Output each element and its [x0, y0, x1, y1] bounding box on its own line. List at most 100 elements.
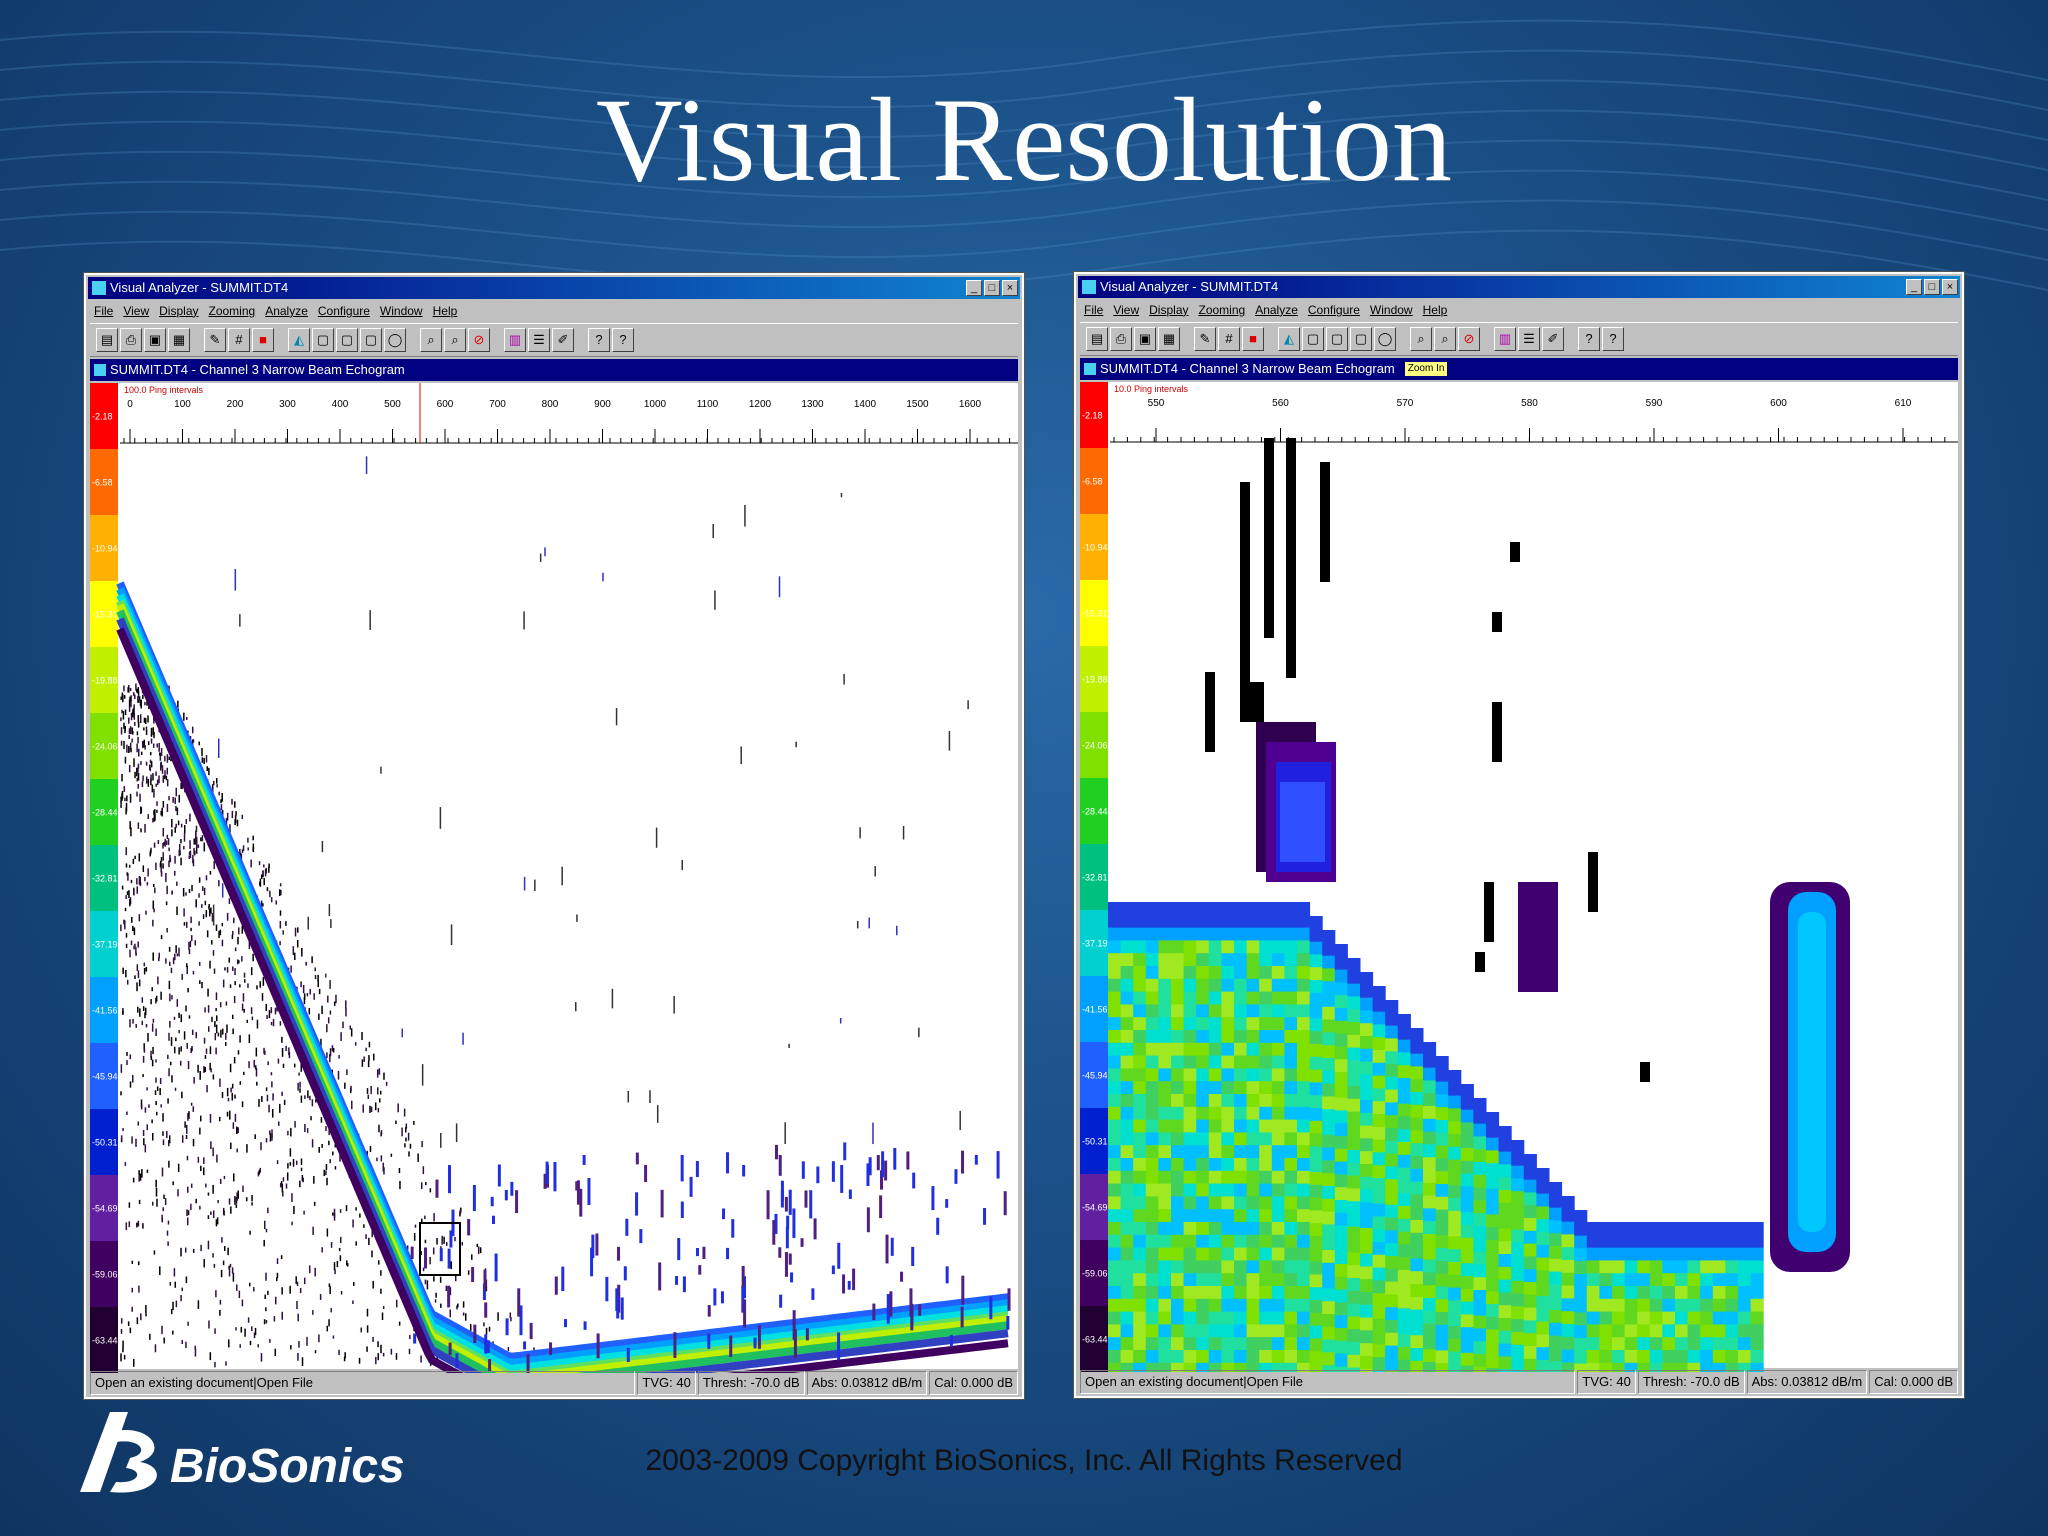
calc-icon[interactable]: ▦: [1158, 327, 1180, 351]
menu-view[interactable]: View: [1113, 303, 1140, 317]
calc-icon[interactable]: ▦: [168, 328, 190, 352]
edit-icon[interactable]: ✎: [204, 328, 226, 352]
window-titlebar[interactable]: Visual Analyzer - SUMMIT.DT4 _ □ ×: [1078, 276, 1960, 298]
menu-analyze[interactable]: Analyze: [265, 304, 308, 318]
seabed-cell: [1397, 1244, 1411, 1258]
palette-icon[interactable]: ▥: [504, 328, 526, 352]
menu-zooming[interactable]: Zooming: [208, 304, 256, 318]
scatter-echo: [320, 1038, 322, 1047]
close-button[interactable]: ×: [1002, 280, 1018, 296]
open-icon[interactable]: ▤: [1086, 327, 1108, 351]
chart-icon[interactable]: ◭: [1278, 327, 1300, 351]
menu-window[interactable]: Window: [379, 304, 423, 318]
echogram-titlebar[interactable]: SUMMIT.DT4 - Channel 3 Narrow Beam Echog…: [90, 359, 1018, 381]
analyzer-window-zoomed[interactable]: Visual Analyzer - SUMMIT.DT4 _ □ × File …: [1074, 272, 1964, 1398]
menu-file[interactable]: File: [94, 304, 114, 318]
seabed-cell: [1158, 1209, 1172, 1223]
grid-icon[interactable]: #: [1218, 327, 1240, 351]
scatter-echo: [136, 791, 138, 797]
blank2-icon[interactable]: ▢: [336, 328, 358, 352]
print-icon[interactable]: ⎙: [1110, 327, 1132, 351]
scatter-echo: [262, 903, 264, 907]
echogram-area[interactable]: -2.18 -6.58 -10.94 -15.31 -19.88 -24.06 -28.44…: [90, 383, 1018, 1373]
context-help-icon[interactable]: ?: [1602, 327, 1624, 351]
menu-help[interactable]: Help: [1422, 303, 1448, 317]
maximize-button[interactable]: □: [1924, 279, 1940, 295]
open-icon[interactable]: ▤: [96, 328, 118, 352]
scatter-echo: [151, 1023, 154, 1032]
stop-icon[interactable]: ⊘: [1458, 327, 1480, 351]
seabed-cell: [1334, 1046, 1348, 1060]
fish-echo: [635, 1152, 639, 1165]
scatter-echo: [165, 958, 167, 964]
context-help-icon[interactable]: ?: [612, 328, 634, 352]
fish-echo: [698, 1265, 702, 1275]
blank4-icon[interactable]: ◯: [1374, 327, 1396, 351]
list-icon[interactable]: ☰: [528, 328, 550, 352]
save-icon[interactable]: ▣: [1134, 327, 1156, 351]
seabed-cell: [1297, 1004, 1311, 1018]
zoom-out-icon[interactable]: ⌕: [444, 328, 466, 352]
water-echo: [306, 1128, 309, 1134]
close-button[interactable]: ×: [1942, 279, 1958, 295]
save-icon[interactable]: ▣: [144, 328, 166, 352]
menu-zooming[interactable]: Zooming: [1198, 303, 1246, 317]
analyzer-window-overview[interactable]: Visual Analyzer - SUMMIT.DT4 _ □ × File …: [84, 273, 1024, 1399]
seabed-cell: [1120, 1119, 1134, 1133]
draw-icon[interactable]: ✐: [1542, 327, 1564, 351]
menu-file[interactable]: File: [1084, 303, 1104, 317]
menu-view[interactable]: View: [123, 304, 150, 318]
zoom-out-icon[interactable]: ⌕: [1434, 327, 1456, 351]
grid-icon[interactable]: #: [228, 328, 250, 352]
color-icon[interactable]: ■: [1242, 327, 1264, 351]
draw-icon[interactable]: ✐: [552, 328, 574, 352]
x-tick-label: 1300: [801, 399, 824, 410]
blank2-icon[interactable]: ▢: [1326, 327, 1348, 351]
menu-configure[interactable]: Configure: [1307, 303, 1360, 317]
zoom-in-icon[interactable]: ⌕: [1410, 327, 1432, 351]
blank1-icon[interactable]: ▢: [1302, 327, 1324, 351]
seabed-cell: [1473, 1251, 1487, 1265]
water-echo: [539, 553, 542, 562]
menu-analyze[interactable]: Analyze: [1255, 303, 1298, 317]
menu-configure[interactable]: Configure: [317, 304, 370, 318]
minimize-button[interactable]: _: [1906, 279, 1922, 295]
window-titlebar[interactable]: Visual Analyzer - SUMMIT.DT4 _ □ ×: [88, 277, 1020, 299]
blank1-icon[interactable]: ▢: [312, 328, 334, 352]
scatter-echo: [318, 988, 321, 995]
color-icon[interactable]: ■: [252, 328, 274, 352]
print-icon[interactable]: ⎙: [120, 328, 142, 352]
menu-window[interactable]: Window: [1369, 303, 1413, 317]
menu-display[interactable]: Display: [159, 304, 199, 318]
help-icon[interactable]: ?: [1578, 327, 1600, 351]
scatter-echo: [190, 927, 192, 932]
seabed-cell: [1662, 1350, 1676, 1364]
scatter-echo: [360, 1327, 362, 1333]
blank4-icon[interactable]: ◯: [384, 328, 406, 352]
echogram-area[interactable]: -2.18 -6.58 -10.94 -15.31 -19.88 -24.06 -28.44…: [1080, 382, 1958, 1372]
seabed-cell: [1360, 1125, 1374, 1139]
scatter-echo: [191, 1046, 193, 1052]
chart-icon[interactable]: ◭: [288, 328, 310, 352]
blank3-icon[interactable]: ▢: [360, 328, 382, 352]
maximize-button[interactable]: □: [984, 280, 1000, 296]
palette-icon[interactable]: ▥: [1494, 327, 1516, 351]
seabed-cell: [1410, 1066, 1424, 1080]
menu-display[interactable]: Display: [1149, 303, 1189, 317]
scatter-echo: [440, 1303, 442, 1308]
echogram-plot[interactable]: -2.18-6.58-10.94-15.31-19.88-24.06-28.44…: [90, 383, 1018, 1373]
echogram-plot[interactable]: -2.18-6.58-10.94-15.31-19.88-24.06-28.44…: [1080, 382, 1958, 1372]
scatter-echo: [311, 1139, 314, 1148]
blank3-icon[interactable]: ▢: [1350, 327, 1372, 351]
seabed-cell: [1246, 1081, 1260, 1095]
help-icon[interactable]: ?: [588, 328, 610, 352]
edit-icon[interactable]: ✎: [1194, 327, 1216, 351]
list-icon[interactable]: ☰: [1518, 327, 1540, 351]
minimize-button[interactable]: _: [966, 280, 982, 296]
zoom-in-icon[interactable]: ⌕: [420, 328, 442, 352]
stop-icon[interactable]: ⊘: [468, 328, 490, 352]
scatter-echo: [185, 1005, 187, 1012]
echogram-titlebar[interactable]: SUMMIT.DT4 - Channel 3 Narrow Beam Echog…: [1080, 358, 1958, 380]
menu-help[interactable]: Help: [432, 304, 458, 318]
seabed-cell: [1309, 1146, 1323, 1160]
